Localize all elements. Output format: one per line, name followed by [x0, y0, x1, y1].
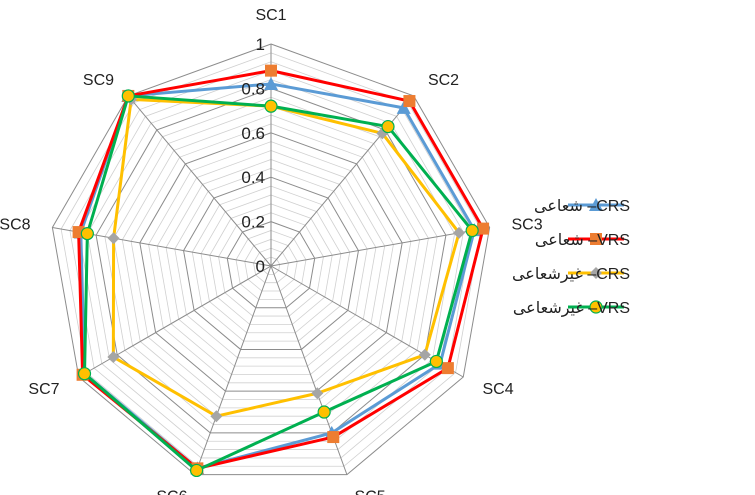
axis-spoke — [270, 95, 415, 267]
tick-label: 0 — [256, 257, 265, 276]
data-point — [264, 99, 278, 113]
data-point — [77, 367, 92, 381]
data-point — [429, 354, 443, 369]
minor-gridline — [209, 203, 333, 325]
radar-labels: 0 0.2 0.4 0.6 0.8 1 SC1 SC2 SC3 SC4 SC5 SC6 SC7 SC8 SC… — [0, 7, 543, 495]
series-line — [111, 97, 461, 418]
series-line — [77, 69, 485, 470]
radar-series — [72, 64, 490, 478]
data-point — [590, 267, 602, 279]
data-point — [317, 405, 331, 419]
legend-label: VRS– غیرشعاعی — [513, 300, 630, 318]
data-point — [403, 95, 416, 108]
data-point — [453, 226, 466, 239]
axis-spoke — [127, 95, 272, 267]
category-label: SC2 — [428, 72, 459, 89]
data-point — [589, 198, 603, 211]
data-point — [80, 227, 94, 241]
minor-gridline — [130, 123, 412, 400]
series-line — [83, 94, 474, 472]
minor-gridline — [261, 256, 281, 275]
axis-spoke — [78, 265, 272, 378]
legend-label: VRS– شعاعی — [535, 232, 630, 249]
data-point — [107, 351, 120, 364]
minor-gridline — [165, 159, 377, 367]
data-point — [210, 410, 223, 423]
axis-spoke — [270, 226, 490, 267]
minor-gridline — [235, 230, 307, 300]
major-gridline — [139, 132, 403, 392]
category-label: SC7 — [28, 381, 59, 398]
tick-label: 0.6 — [241, 124, 265, 143]
major-gridline — [95, 87, 447, 434]
data-point — [465, 223, 479, 238]
category-label: SC9 — [83, 72, 114, 89]
minor-gridline — [156, 150, 386, 375]
legend-label: CRS– شعاعی — [534, 198, 630, 215]
minor-gridline — [104, 96, 438, 425]
data-point — [396, 100, 411, 114]
series-4 — [77, 89, 479, 478]
minor-gridline — [174, 167, 368, 359]
data-point — [477, 222, 490, 235]
minor-gridline — [200, 194, 342, 334]
minor-gridline — [218, 212, 324, 317]
minor-gridline — [253, 247, 289, 284]
minor-gridline — [60, 52, 482, 467]
legend-item: CRS– غیرشعاعی — [512, 266, 630, 284]
series-1 — [73, 76, 482, 475]
category-label: SC4 — [482, 381, 513, 398]
tick-label: 1 — [256, 35, 265, 54]
major-gridline — [183, 176, 359, 350]
data-point — [189, 463, 204, 478]
data-point — [381, 119, 395, 134]
axis-spoke — [194, 265, 272, 475]
data-point — [589, 300, 603, 314]
category-label: SC3 — [511, 217, 542, 234]
series-line — [79, 82, 476, 470]
major-gridline — [226, 221, 316, 309]
data-point — [590, 233, 602, 245]
minor-gridline — [121, 114, 421, 409]
data-point — [327, 431, 340, 444]
chart-legend: CRS– شعاعی VRS– شعاعی CRS– غیرشعاعی VRS– غی… — [512, 198, 630, 318]
major-gridline — [51, 43, 491, 476]
minor-gridline — [113, 105, 429, 417]
minor-gridline — [148, 141, 394, 384]
category-label: SC1 — [255, 7, 286, 24]
legend-item: VRS– شعاعی — [535, 232, 630, 249]
category-label: SC8 — [0, 217, 31, 234]
minor-gridline — [86, 79, 456, 442]
data-point — [311, 387, 324, 400]
data-point — [264, 76, 278, 90]
minor-gridline — [191, 185, 351, 342]
legend-item: VRS– غیرشعاعی — [513, 300, 630, 318]
data-point — [441, 362, 454, 375]
series-2 — [72, 64, 490, 475]
category-label: SC6 — [156, 488, 187, 495]
data-point — [107, 232, 120, 245]
tick-label: 0.8 — [241, 79, 265, 98]
legend-item: CRS– شعاعی — [534, 198, 630, 215]
data-point — [265, 64, 277, 77]
data-point — [121, 89, 135, 103]
tick-label: 0.2 — [241, 213, 265, 232]
minor-gridline — [244, 238, 298, 292]
legend-label: CRS– غیرشعاعی — [512, 266, 630, 284]
category-label: SC5 — [355, 488, 386, 495]
tick-label: 0.4 — [241, 168, 265, 187]
data-point — [418, 348, 431, 361]
